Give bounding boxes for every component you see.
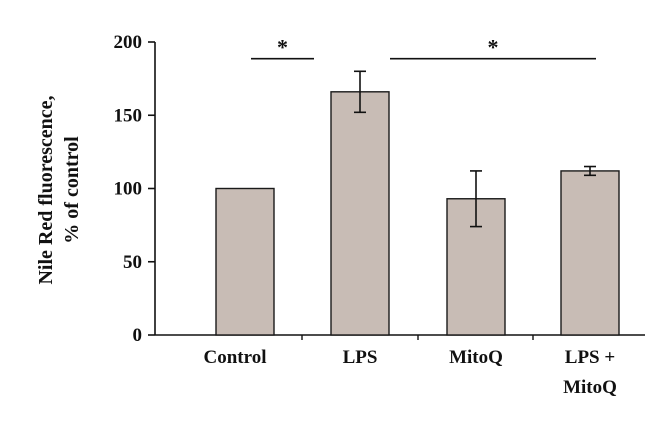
category-label: MitoQ bbox=[449, 347, 503, 368]
y-axis-label-line: % of control bbox=[61, 136, 83, 244]
category-label: LPS + MitoQ bbox=[563, 347, 617, 398]
error-bar-1 bbox=[354, 70, 366, 114]
y-tick-label: 0 bbox=[133, 325, 143, 346]
significance-star: * bbox=[488, 35, 499, 60]
significance-0: * bbox=[251, 35, 314, 60]
error-bar-3 bbox=[584, 165, 596, 177]
bar-0 bbox=[215, 187, 275, 336]
y-tick-label: 50 bbox=[123, 252, 142, 273]
category-label-line: LPS + bbox=[565, 347, 615, 368]
bars bbox=[215, 91, 620, 336]
y-axis-title: Nile Red fluorescence,% of control bbox=[35, 95, 83, 284]
category-label-line: MitoQ bbox=[449, 347, 503, 368]
category-labels: Control LPS MitoQ LPS + MitoQ bbox=[204, 347, 617, 398]
y-tick-label: 200 bbox=[114, 32, 143, 53]
category-label: Control bbox=[204, 347, 267, 368]
significance-annotations: * * bbox=[251, 35, 596, 60]
error-bars bbox=[354, 70, 596, 228]
y-tick-label: 100 bbox=[114, 179, 143, 200]
category-label-line: MitoQ bbox=[563, 377, 617, 398]
bar-3 bbox=[560, 170, 620, 336]
category-label: LPS bbox=[343, 347, 378, 368]
significance-1: * bbox=[390, 35, 596, 60]
y-axis-label-line: Nile Red fluorescence, bbox=[35, 95, 57, 284]
significance-star: * bbox=[277, 35, 288, 60]
bar-1 bbox=[330, 91, 390, 336]
error-bar-2 bbox=[470, 170, 482, 228]
y-axis-label: Nile Red fluorescence,% of control bbox=[35, 95, 83, 284]
category-label-line: Control bbox=[204, 347, 267, 368]
category-label-line: LPS bbox=[343, 347, 378, 368]
y-tick-label: 150 bbox=[114, 105, 143, 126]
